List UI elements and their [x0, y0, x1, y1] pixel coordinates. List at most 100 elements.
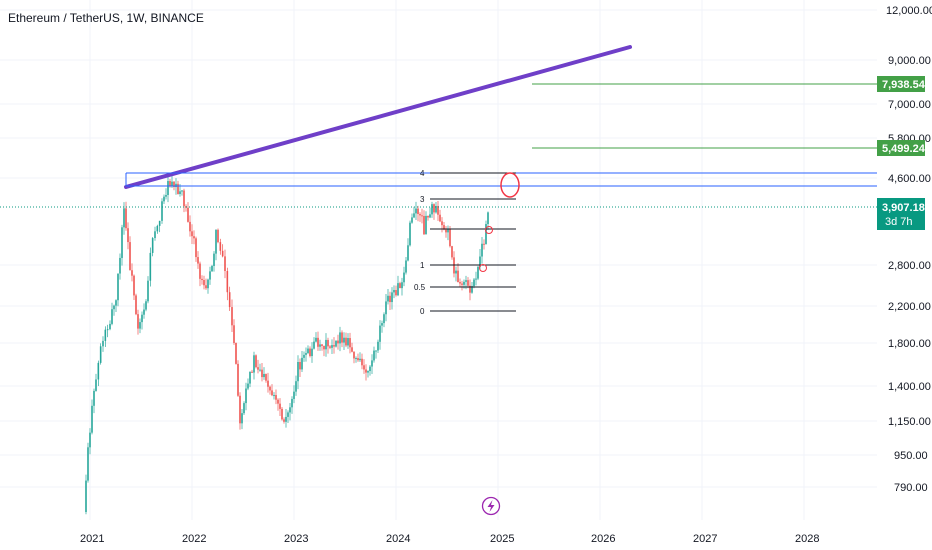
candle-body [213, 253, 215, 266]
price-tick: 7,000.00 [888, 99, 931, 111]
candle-body [207, 279, 209, 289]
price-tick: 9,000.00 [888, 55, 931, 67]
candle-body [279, 403, 281, 409]
candle-body [377, 341, 379, 351]
candle-body [209, 271, 211, 280]
candle-body [113, 305, 115, 310]
candle-body [471, 286, 473, 293]
candle-body [197, 257, 199, 264]
target-mid-label: 5,499.24 [882, 143, 926, 155]
candle-body [165, 194, 167, 197]
candle-body [485, 224, 487, 245]
fib-extension[interactable]: 4 3 1 0.5 0 [414, 169, 516, 316]
candle-body [109, 323, 111, 330]
candle-body [399, 283, 401, 289]
candle-body [339, 332, 341, 344]
price-tick: 1,150.00 [888, 416, 931, 428]
candle-body [467, 280, 469, 286]
candle-body [451, 246, 453, 258]
candle-body [447, 229, 449, 233]
candle-body [102, 340, 104, 347]
price-tick: 4,600.00 [888, 173, 931, 185]
candle-body [459, 282, 461, 284]
candle-body [371, 360, 373, 367]
trendline[interactable] [124, 45, 632, 189]
price-tick: 790.00 [894, 482, 928, 494]
candle-body [233, 325, 235, 343]
candle-body [345, 337, 347, 346]
candle-body [131, 270, 133, 276]
target-high-badge [877, 76, 925, 92]
candle-body [115, 300, 117, 306]
fib-label-0: 0 [420, 307, 425, 316]
candle-body [187, 207, 189, 222]
candle-body [249, 371, 251, 384]
candle-body [205, 285, 207, 289]
candle-body [161, 201, 163, 221]
candle-body [297, 362, 299, 382]
candle-body [91, 405, 93, 433]
candle-body [137, 314, 139, 329]
candle-body [119, 257, 121, 274]
candle-body [127, 228, 129, 243]
candle-body [215, 229, 217, 254]
fib-label-4: 4 [420, 169, 425, 178]
candle-body [195, 238, 197, 258]
candle-body [228, 292, 231, 308]
candle-body [85, 480, 87, 512]
candle-body [477, 266, 479, 279]
candle-body [351, 347, 353, 352]
candle-body [343, 337, 345, 343]
small-circle-upper[interactable] [485, 226, 493, 234]
candle-body [409, 222, 411, 246]
candle-body [475, 278, 477, 280]
candle-body [247, 383, 249, 389]
candle-body [106, 329, 109, 331]
candle-body [337, 340, 339, 344]
candle-body [415, 208, 417, 214]
candle-body [379, 325, 381, 342]
candle-body [373, 350, 375, 361]
candle-body [427, 215, 429, 218]
price-tick: 12,000.00 [886, 5, 932, 17]
target-circle[interactable] [500, 172, 520, 198]
candle-body [201, 278, 203, 281]
candle-body [267, 380, 269, 387]
candle-body [259, 369, 261, 371]
candle-body [125, 208, 127, 229]
candle-body [361, 358, 363, 366]
candle-body [193, 236, 195, 239]
candle-body [231, 307, 233, 326]
chart-grid [0, 0, 877, 520]
candle-body [277, 399, 279, 404]
candle-body [331, 345, 333, 348]
candle-body [104, 329, 107, 341]
candle-body [167, 181, 169, 195]
candle-body [397, 283, 399, 296]
candle-body [183, 190, 185, 207]
candle-body [235, 342, 237, 364]
price-tick: 950.00 [894, 450, 928, 462]
candle-body [87, 447, 89, 481]
candle-body [487, 212, 489, 225]
candle-body [285, 416, 287, 422]
candle-body [271, 390, 273, 396]
candle-body [325, 339, 327, 350]
candle-body [357, 358, 359, 361]
candle-body [449, 229, 451, 247]
lightning-icon[interactable] [481, 496, 501, 516]
candle-body [179, 191, 181, 194]
candle-body [389, 295, 391, 303]
price-tick: 1,800.00 [888, 338, 931, 350]
candle-body [445, 229, 447, 233]
candle-body [275, 395, 277, 400]
candle-body [347, 338, 349, 346]
small-circle-lower[interactable] [479, 264, 487, 272]
time-axis[interactable]: 2021 2022 2023 2024 2025 2026 2027 2028 [80, 533, 819, 545]
candle-body [307, 348, 309, 354]
candle-body [411, 217, 413, 223]
candle-body [407, 245, 409, 261]
candle-body [224, 256, 226, 272]
candle-body [435, 205, 437, 213]
